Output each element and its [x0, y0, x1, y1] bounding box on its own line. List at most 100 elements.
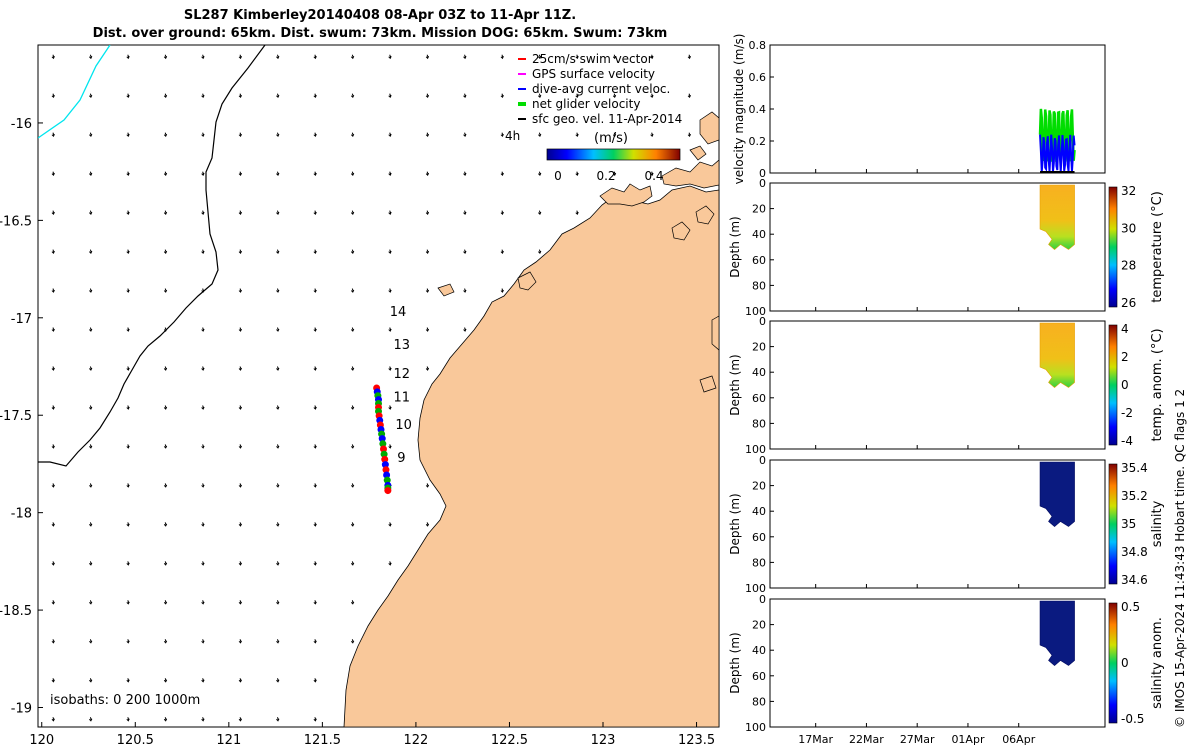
velocity-arrow	[51, 444, 55, 449]
velocity-arrow	[500, 54, 504, 60]
velocity-arrow	[238, 717, 243, 722]
velocity-arrow	[89, 288, 93, 293]
day-label: 14	[390, 305, 407, 320]
velocity-arrow	[350, 639, 355, 644]
panel-y-label: velocity magnitude (m/s)	[732, 34, 746, 185]
track-point	[382, 466, 390, 474]
map-y-tick-label: -17.5	[0, 409, 32, 424]
panel-y-label: Depth (m)	[728, 354, 742, 415]
velocity-arrow	[238, 366, 243, 371]
velocity-arrow	[350, 327, 355, 332]
velocity-arrow	[126, 444, 130, 449]
map-x-tick-label: 123	[591, 733, 616, 748]
velocity-arrow	[612, 132, 617, 138]
velocity-arrow	[463, 54, 467, 60]
speed-colorbar-ticks: 0 0.2 0.4	[554, 169, 663, 183]
time-tick-label: 27Mar	[900, 733, 935, 746]
panel-colorbar-label: salinity	[1150, 500, 1165, 547]
panel-5: 0 20 40 60 80 100 Depth (m) 0.5 0 -0.5 salinity an…	[728, 593, 1165, 734]
map-panel: 120 120.5 121 121.5 122 122.5 123 123.5 -16-16.…	[0, 44, 720, 748]
day-label: 12	[393, 367, 410, 382]
velocity-arrow	[463, 327, 467, 332]
velocity-arrow	[89, 327, 93, 332]
velocity-arrow	[89, 171, 93, 177]
panel-y-tick-label: 0	[759, 593, 766, 606]
velocity-arrow	[650, 171, 654, 177]
velocity-arrow	[201, 366, 205, 371]
velocity-arrow	[313, 678, 317, 683]
map-y-tick-label: -16.5	[0, 214, 32, 229]
velocity-arrow	[350, 54, 355, 60]
velocity-arrow	[238, 210, 243, 215]
map-y-tick-label: -18.5	[0, 604, 32, 619]
velocity-arrow	[51, 132, 55, 138]
velocity-arrow	[388, 522, 392, 527]
colorbar-title: (m/s)	[594, 131, 628, 146]
velocity-arrow	[126, 522, 130, 527]
velocity-arrow	[500, 93, 504, 99]
panel-y-tick-label: 20	[752, 341, 766, 354]
map-y-tick-label: -17	[11, 312, 32, 327]
island-cluster	[437, 111, 719, 393]
panel-y-tick-label: 0.2	[749, 135, 767, 148]
track-point	[381, 455, 389, 463]
track-point	[383, 471, 391, 479]
panel-y-tick-label: 60	[752, 531, 766, 544]
velocity-arrow	[276, 483, 280, 488]
section-data	[1039, 322, 1075, 388]
panel-colorbar-tick: 28	[1121, 259, 1136, 273]
velocity-arrow	[425, 327, 430, 332]
velocity-arrow	[538, 210, 542, 215]
velocity-arrow	[51, 561, 55, 566]
isobaths-label: isobaths: 0 200 1000m	[50, 693, 200, 708]
legend-label: sfc geo. vel. 11-Apr-2014	[532, 112, 682, 126]
velocity-arrow	[575, 132, 579, 138]
velocity-arrow	[425, 249, 430, 254]
velocity-arrow	[500, 288, 504, 293]
velocity-arrow	[350, 561, 355, 566]
velocity-arrow	[313, 288, 317, 293]
velocity-arrow	[51, 483, 55, 488]
velocity-arrow	[51, 678, 55, 683]
velocity-arrow	[201, 678, 205, 683]
velocity-arrow	[650, 93, 654, 99]
velocity-arrow	[313, 54, 317, 60]
velocity-arrow	[612, 93, 617, 99]
velocity-arrow	[350, 288, 355, 293]
panel-y-tick-label: 60	[752, 392, 766, 405]
panel-colorbar-tick: 0	[1121, 378, 1129, 392]
section-data	[1039, 184, 1075, 250]
velocity-arrow	[126, 327, 130, 332]
velocity-arrow	[276, 366, 280, 371]
panel-y-label: Depth (m)	[728, 216, 742, 277]
velocity-arrow	[313, 600, 317, 605]
panel-y-tick-label: 0.8	[749, 39, 767, 52]
chart-title-line1: SL287 Kimberley20140408 08-Apr 03Z to 11…	[183, 8, 577, 23]
panel-colorbar-label: temperature (°C)	[1150, 191, 1165, 303]
panel-colorbar-tick: 35	[1121, 517, 1136, 531]
time-axis: 17Mar 22Mar 27Mar 01Apr 06Apr	[798, 169, 1036, 746]
velocity-arrow	[51, 210, 55, 215]
velocity-arrow	[313, 717, 317, 722]
velocity-arrow	[126, 366, 130, 371]
velocity-arrow	[163, 717, 168, 722]
velocity-arrow	[89, 405, 93, 410]
velocity-arrow	[51, 249, 55, 254]
velocity-arrow	[163, 249, 168, 254]
isobath-200m	[38, 45, 111, 139]
velocity-arrow	[388, 249, 392, 254]
section-data	[1039, 461, 1075, 527]
panel-y-tick-label: 100	[745, 721, 766, 734]
velocity-arrow	[612, 54, 617, 60]
velocity-arrow	[350, 171, 355, 177]
panel-colorbar-label: temp. anom. (°C)	[1150, 328, 1165, 441]
velocity-arrow	[201, 522, 205, 527]
panel-y-tick-label: 80	[752, 556, 766, 569]
velocity-arrow	[126, 132, 130, 138]
panel-y-label: Depth (m)	[728, 493, 742, 554]
panel-colorbar-tick: -0.5	[1121, 712, 1144, 726]
velocity-arrow	[201, 600, 205, 605]
panel-colorbar	[1108, 463, 1118, 585]
velocity-arrow	[650, 132, 654, 138]
